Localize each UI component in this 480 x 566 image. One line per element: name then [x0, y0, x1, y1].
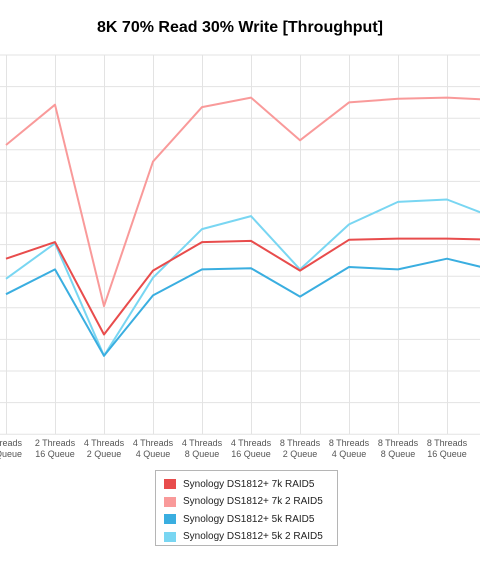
x-tick-label: 8 Queue	[381, 449, 416, 459]
legend-swatch	[164, 514, 176, 524]
x-tick-label: 4 Threads	[84, 438, 125, 448]
x-tick-label: 8 Threads	[329, 438, 370, 448]
legend-swatch	[164, 496, 176, 507]
series-line	[5, 96, 480, 308]
legend-item: Synology DS1812+ 7k RAID5	[164, 476, 314, 492]
legend-item: Synology DS1812+ 5k 2 RAID5	[164, 529, 323, 545]
x-tick-label: 8 Queue	[185, 449, 220, 459]
series-line	[5, 237, 480, 336]
x-tick-label: 4 Queue	[136, 449, 171, 459]
gridlines	[0, 54, 480, 435]
x-tick-label: 8 Threads	[378, 438, 419, 448]
x-tick-label: 2 Threads	[35, 438, 76, 448]
x-tick-label: 4 Queue	[332, 449, 367, 459]
x-tick-label: 16 Queue	[231, 449, 271, 459]
x-tick-label: 16 Queue	[35, 449, 75, 459]
legend-label: Synology DS1812+ 5k RAID5	[183, 513, 315, 525]
legend-swatch	[164, 479, 176, 489]
chart-title: 8K 70% Read 30% Write [Throughput]	[97, 19, 383, 36]
legend-swatch	[164, 531, 176, 542]
x-tick-label: Queue	[0, 449, 22, 459]
x-tick-label: 2 Queue	[283, 449, 318, 459]
x-tick-label: 8 Threads	[280, 438, 321, 448]
legend-item: Synology DS1812+ 5k RAID5	[164, 511, 314, 527]
series-line	[5, 257, 480, 357]
x-tick-label: 8 Threads	[427, 438, 468, 448]
series-line	[5, 198, 480, 357]
legend-label: Synology DS1812+ 7k 2 RAID5	[183, 496, 323, 507]
x-tick-label: 16 Queue	[427, 449, 467, 459]
x-tick-label: 4 Threads	[133, 438, 174, 448]
legend-item: Synology DS1812+ 7k 2 RAID5	[164, 494, 323, 510]
x-tick-label: 4 Threads	[182, 438, 223, 448]
x-tick-label: Threads	[0, 438, 22, 448]
series-lines	[5, 96, 480, 357]
legend-label: Synology DS1812+ 7k RAID5	[183, 478, 315, 490]
x-tick-label: 4 Threads	[231, 438, 272, 448]
x-tick-label: 2 Queue	[87, 449, 122, 459]
legend-label: Synology DS1812+ 5k 2 RAID5	[183, 531, 323, 542]
legend: Synology DS1812+ 7k RAID5 Synology DS1812…	[155, 470, 338, 546]
